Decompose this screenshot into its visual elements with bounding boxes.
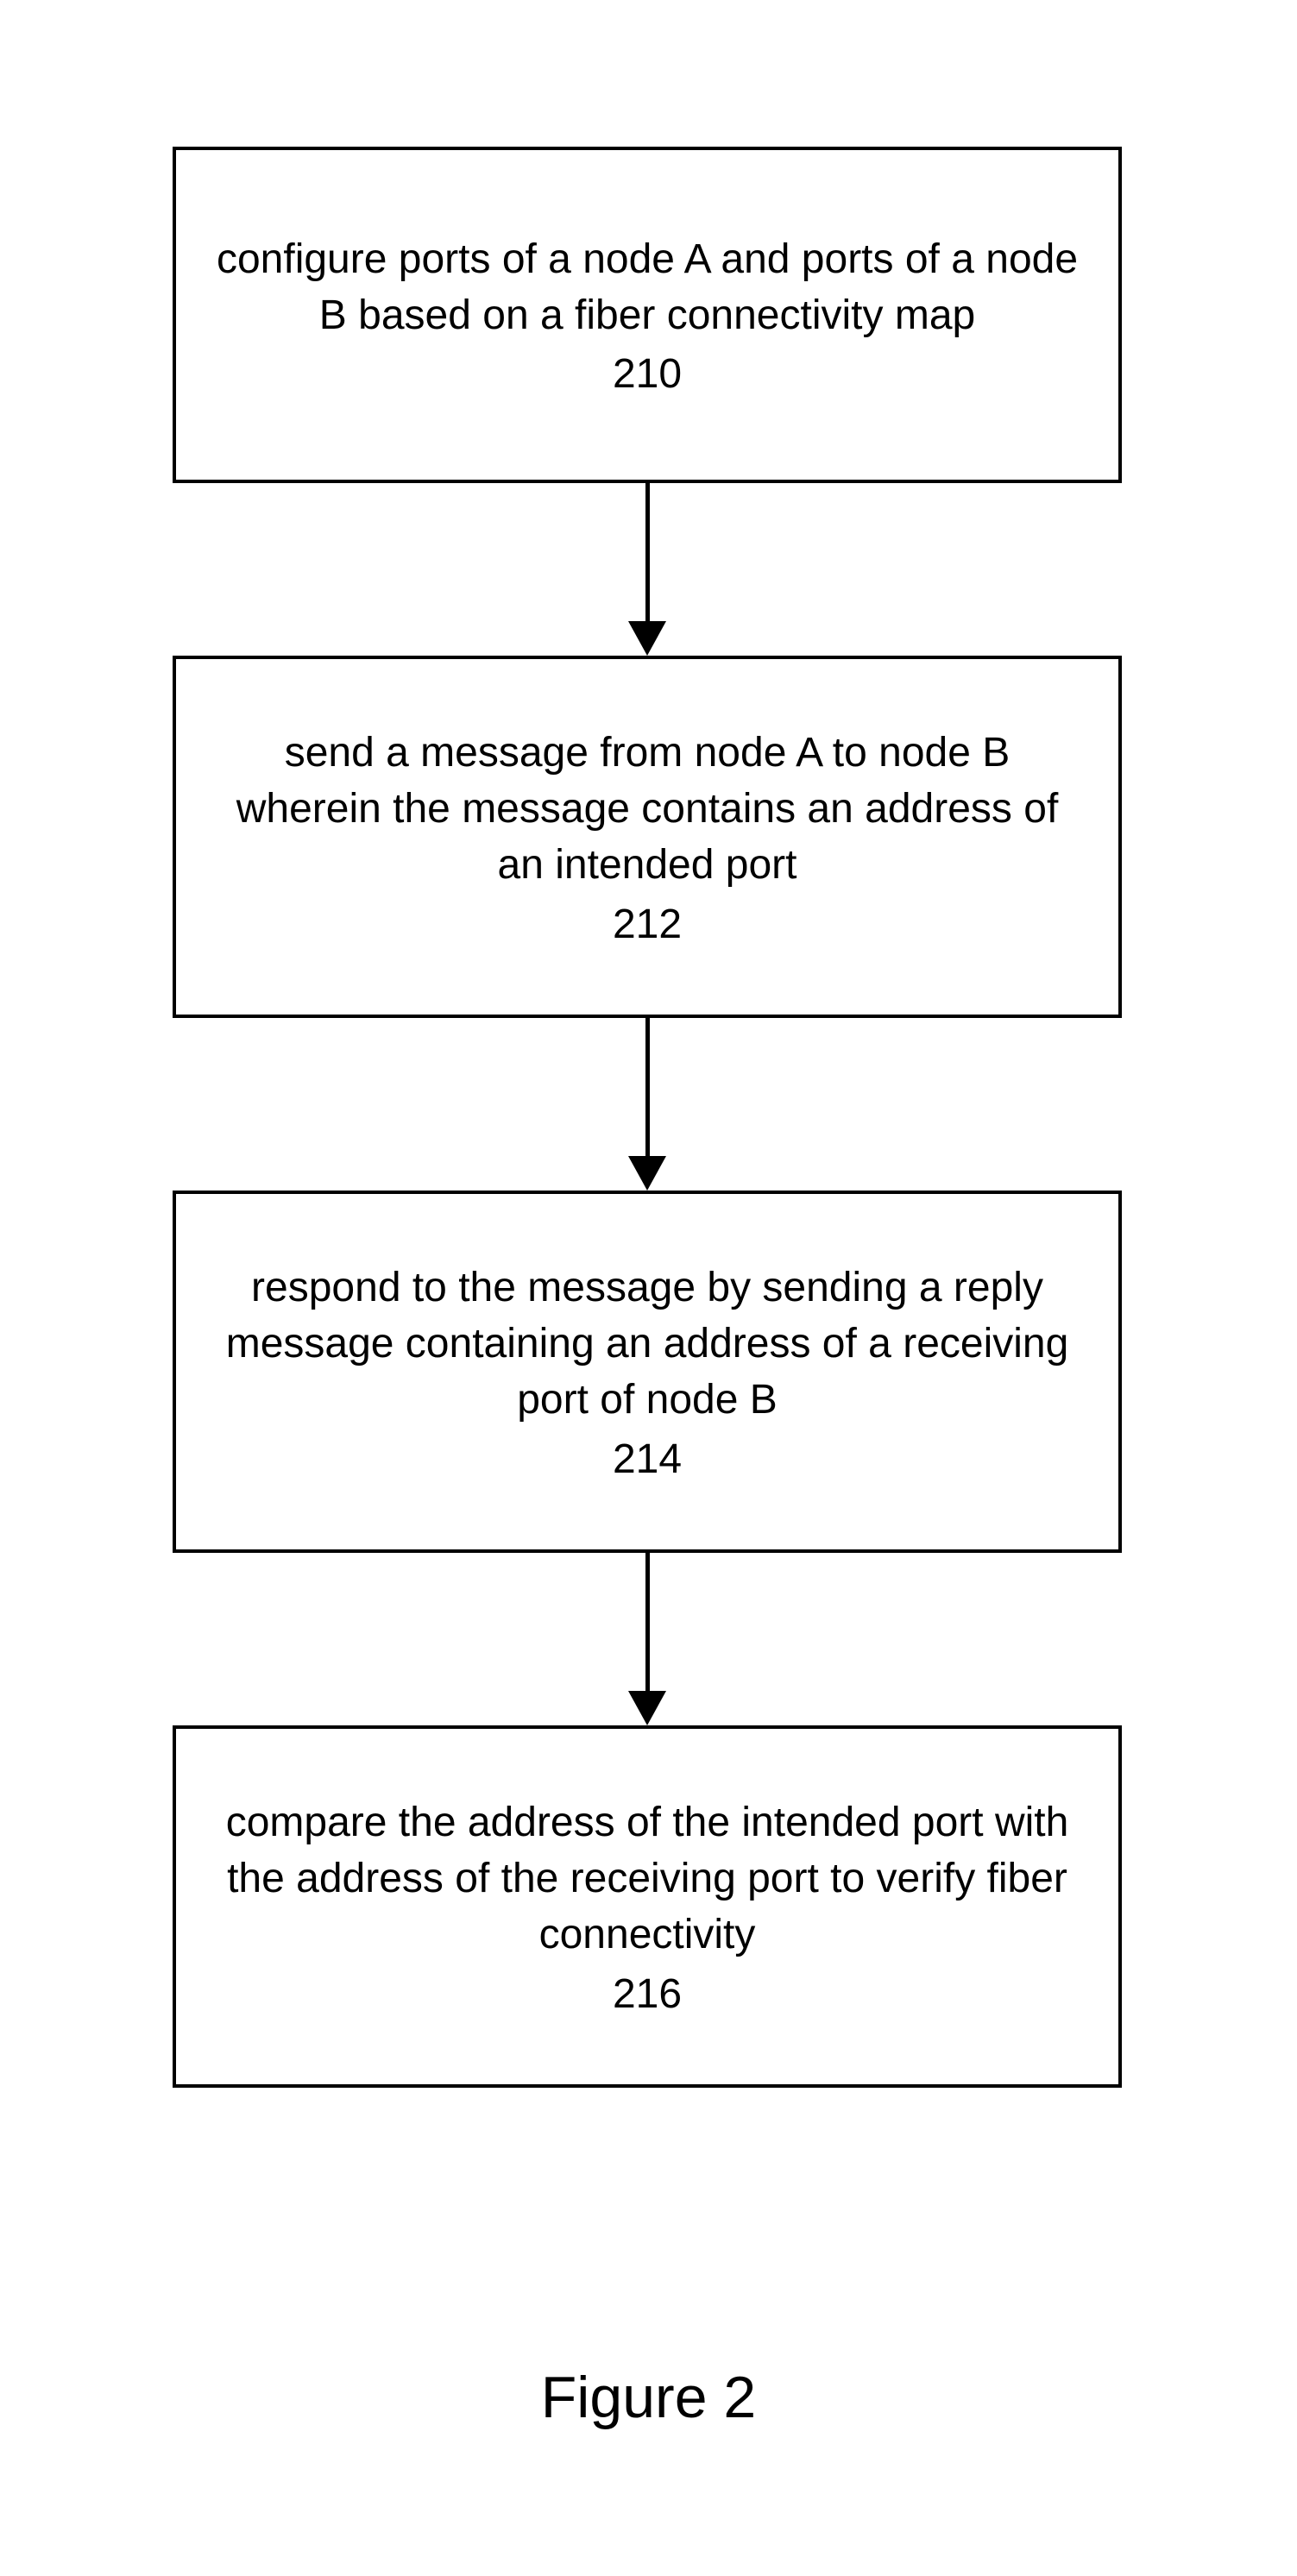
flow-box-212: send a message from node A to node B whe… <box>173 656 1122 1018</box>
flow-box-number: 212 <box>613 901 682 948</box>
figure-label: Figure 2 <box>0 2364 1297 2431</box>
flow-box-text: configure ports of a node A and ports of… <box>211 232 1084 344</box>
flow-box-number: 214 <box>613 1436 682 1483</box>
arrow-1 <box>173 483 1122 656</box>
flow-box-number: 210 <box>613 350 682 398</box>
flow-box-text: send a message from node A to node B whe… <box>211 726 1084 893</box>
flow-box-number: 216 <box>613 1970 682 2018</box>
arrow-line <box>645 1553 650 1700</box>
arrow-line <box>645 483 650 630</box>
flow-box-210: configure ports of a node A and ports of… <box>173 147 1122 483</box>
flow-box-text: respond to the message by sending a repl… <box>211 1260 1084 1428</box>
flow-box-216: compare the address of the intended port… <box>173 1725 1122 2088</box>
arrow-2 <box>173 1018 1122 1191</box>
arrow-head <box>628 1691 666 1725</box>
flow-box-214: respond to the message by sending a repl… <box>173 1191 1122 1553</box>
arrow-3 <box>173 1553 1122 1725</box>
arrow-head <box>628 1156 666 1191</box>
arrow-line <box>645 1018 650 1165</box>
flow-box-text: compare the address of the intended port… <box>211 1795 1084 1963</box>
flowchart-container: configure ports of a node A and ports of… <box>173 147 1122 2088</box>
arrow-head <box>628 621 666 656</box>
